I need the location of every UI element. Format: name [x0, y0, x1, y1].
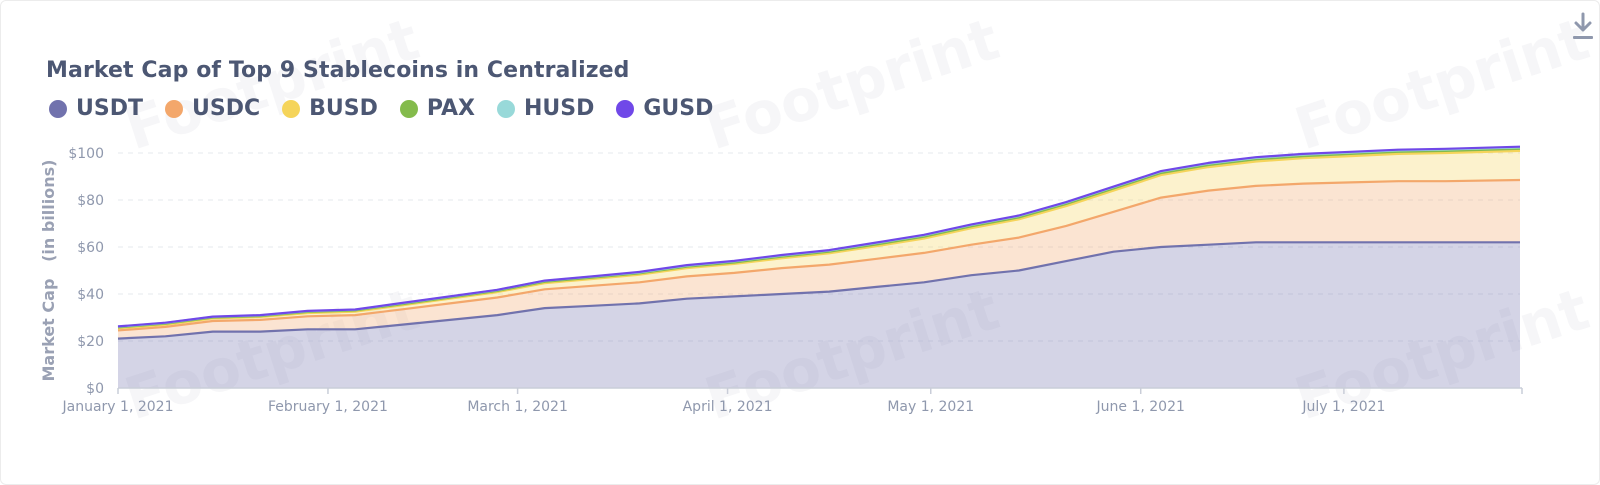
legend-label: BUSD [309, 96, 378, 121]
legend-swatch [282, 99, 301, 118]
line-busd [117, 149, 1521, 330]
legend-swatch [164, 99, 183, 118]
legend-swatch [399, 99, 418, 118]
legend-item-usdt[interactable]: USDT [49, 96, 143, 121]
x-tick-label: January 1, 2021 [62, 399, 174, 415]
y-tick-label: $40 [77, 287, 104, 303]
legend-label: GUSD [643, 96, 714, 121]
line-usdc [117, 178, 1521, 332]
legend-label: HUSD [523, 96, 595, 121]
y-axis-label: Market Cap (in billions) [39, 160, 58, 382]
x-tick-label: May 1, 2021 [887, 399, 974, 415]
area-usdt [118, 242, 1520, 388]
legend-item-pax[interactable]: PAX [399, 96, 475, 121]
y-tick-label: $80 [77, 193, 104, 209]
y-tick-label: $100 [68, 146, 104, 162]
area-usdc [118, 180, 1520, 339]
legend-label: USDT [76, 96, 143, 121]
legend-item-usdc[interactable]: USDC [164, 96, 261, 121]
y-tick-label: $20 [77, 334, 104, 350]
legend-swatch [49, 99, 67, 118]
line-usdt [117, 241, 1520, 340]
legend-swatch [616, 99, 635, 118]
chart-legend: USDT USDC BUSD PAX HUSD GUSD [49, 96, 735, 121]
x-tick-label: June 1, 2021 [1096, 399, 1185, 415]
x-tick-label: July 1, 2021 [1301, 399, 1385, 415]
legend-label: USDC [191, 96, 261, 121]
x-tick-label: February 1, 2021 [268, 399, 388, 415]
legend-swatch [496, 99, 515, 118]
line-gusd [117, 145, 1521, 328]
x-tick-label: April 1, 2021 [683, 399, 773, 415]
y-tick-label: $60 [77, 240, 104, 256]
legend-item-busd[interactable]: BUSD [282, 96, 378, 121]
y-tick-label: $0 [86, 381, 104, 397]
x-tick-label: March 1, 2021 [467, 399, 568, 415]
legend-item-husd[interactable]: HUSD [496, 96, 595, 121]
legend-label: PAX [426, 96, 475, 121]
download-icon[interactable] [1571, 12, 1595, 42]
chart-title: Market Cap of Top 9 Stablecoins in Centr… [46, 58, 630, 83]
legend-item-gusd[interactable]: GUSD [616, 96, 713, 121]
